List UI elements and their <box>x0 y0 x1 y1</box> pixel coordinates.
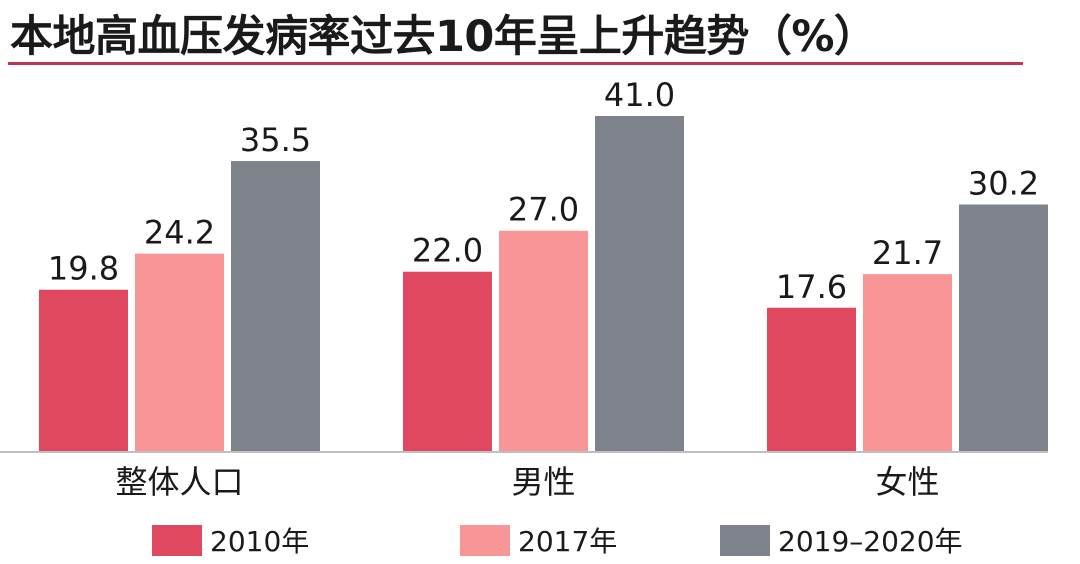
legend-item-2019-2020: 2019–2020年 <box>720 520 963 560</box>
bar-male-2017 <box>499 230 588 452</box>
legend-label-2017: 2017年 <box>518 525 618 558</box>
data-label-female-2019-2020: 30.2 <box>968 165 1039 203</box>
legend-label-2010: 2010年 <box>210 525 310 558</box>
bar-overall-2010 <box>39 289 128 452</box>
legend-swatch-2010 <box>152 524 202 556</box>
data-label-male-2019-2020: 41.0 <box>604 76 675 114</box>
category-label-overall: 整体人口 <box>115 463 243 501</box>
data-label-female-2010: 17.6 <box>776 268 847 306</box>
legend-item-2010: 2010年 <box>152 520 309 560</box>
data-label-male-2010: 22.0 <box>412 232 483 270</box>
bar-female-2010 <box>767 307 856 452</box>
bar-female-2019-2020 <box>959 204 1048 452</box>
chart-title: 本地高血压发病率过去10年呈上升趋势（%） <box>10 12 877 62</box>
data-label-overall-2019-2020: 35.5 <box>240 121 311 159</box>
bar-overall-2019-2020 <box>231 161 320 452</box>
bar-chart: 19.8 24.2 35.5 22.0 27.0 41.0 17.6 21.7 30.2 整体人… <box>0 76 1048 501</box>
legend-item-2017: 2017年 <box>460 520 617 560</box>
data-label-overall-2017: 24.2 <box>144 214 215 252</box>
legend-swatch-2017 <box>460 524 510 556</box>
category-label-male: 男性 <box>511 463 575 501</box>
bar-male-2010 <box>403 271 492 452</box>
bar-female-2017 <box>863 274 952 452</box>
bar-overall-2017 <box>135 253 224 452</box>
category-label-female: 女性 <box>875 463 939 501</box>
data-label-female-2017: 21.7 <box>872 234 943 272</box>
legend-label-2019-2020: 2019–2020年 <box>778 525 963 558</box>
legend-swatch-2019-2020 <box>720 524 770 556</box>
bar-male-2019-2020 <box>595 116 684 452</box>
title-underline <box>8 62 1023 65</box>
data-label-male-2017: 27.0 <box>508 191 579 229</box>
data-label-overall-2010: 19.8 <box>48 250 119 288</box>
